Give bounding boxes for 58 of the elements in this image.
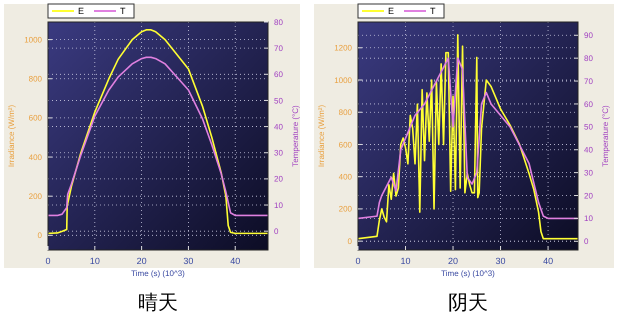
y-tick-label: 400	[338, 172, 353, 182]
line-series	[357, 34, 579, 240]
y2-tick-label: 40	[584, 146, 594, 155]
y-axis-title: Irradiance (W/m²)	[7, 104, 16, 168]
y-tick-label: 0	[348, 236, 353, 246]
y2-axis-title: Temperature (°C)	[291, 104, 300, 167]
y-axis-title: Irradiance (W/m²)	[317, 104, 326, 168]
legend-label: E	[78, 6, 84, 16]
y2-tick-label: 60	[584, 100, 594, 109]
x-tick-label: 0	[355, 256, 361, 266]
x-tick-label: 10	[400, 256, 411, 266]
y2-tick-label: 0	[274, 226, 279, 236]
y2-tick-label: 0	[584, 237, 589, 246]
text: 晴天	[138, 292, 178, 314]
text: 阴天	[448, 292, 488, 314]
y2-tick-label: 30	[274, 148, 284, 158]
x-axis-title: Time (s) (10^3)	[131, 269, 186, 278]
y2-tick-label: 20	[274, 174, 284, 184]
y2-tick-label: 80	[584, 54, 594, 63]
y-tick-label: 200	[28, 192, 43, 201]
line-series	[47, 56, 269, 216]
y2-tick-label: 10	[274, 200, 284, 210]
y-tick-label: 200	[338, 204, 353, 214]
y2-axis-title: Temperature (°C)	[601, 104, 610, 167]
y-tick-label: 600	[338, 140, 353, 150]
y2-tick-label: 40	[274, 122, 284, 132]
y-tick-label: 400	[28, 152, 43, 162]
y-tick-label: 0	[38, 231, 43, 240]
x-tick-label: 0	[45, 256, 51, 266]
y2-tick-label: 10	[584, 214, 594, 224]
y-tick-label: 800	[338, 108, 353, 118]
x-axis-title: Time (s) (10^3)	[441, 269, 496, 278]
y2-tick-label: 70	[274, 44, 284, 53]
y-tick-label: 1000	[24, 35, 43, 44]
y2-tick-label: 60	[274, 70, 284, 80]
x-tick-label: 20	[136, 256, 147, 266]
x-tick-label: 40	[543, 256, 554, 266]
legend-label: T	[430, 6, 436, 16]
x-tick-label: 30	[183, 256, 194, 266]
y-tick-label: 800	[28, 74, 43, 84]
y2-tick-label: 70	[584, 76, 594, 86]
y2-tick-label: 50	[274, 96, 284, 106]
y2-tick-label: 20	[584, 191, 594, 200]
x-tick-label: 40	[230, 256, 240, 266]
y2-tick-label: 30	[584, 168, 594, 178]
x-tick-label: 20	[448, 256, 458, 266]
x-tick-label: 30	[496, 256, 506, 266]
y-tick-label: 600	[28, 114, 43, 123]
y-tick-label: 1000	[334, 76, 353, 85]
y2-tick-label: 90	[584, 31, 594, 40]
line-series	[47, 29, 269, 234]
y2-tick-label: 80	[274, 18, 284, 27]
line-series	[357, 57, 579, 220]
y2-tick-label: 50	[584, 122, 594, 132]
y-tick-label: 1200	[334, 44, 353, 53]
x-tick-label: 10	[90, 256, 100, 266]
legend-label: E	[388, 6, 394, 16]
legend-label: T	[120, 6, 126, 16]
